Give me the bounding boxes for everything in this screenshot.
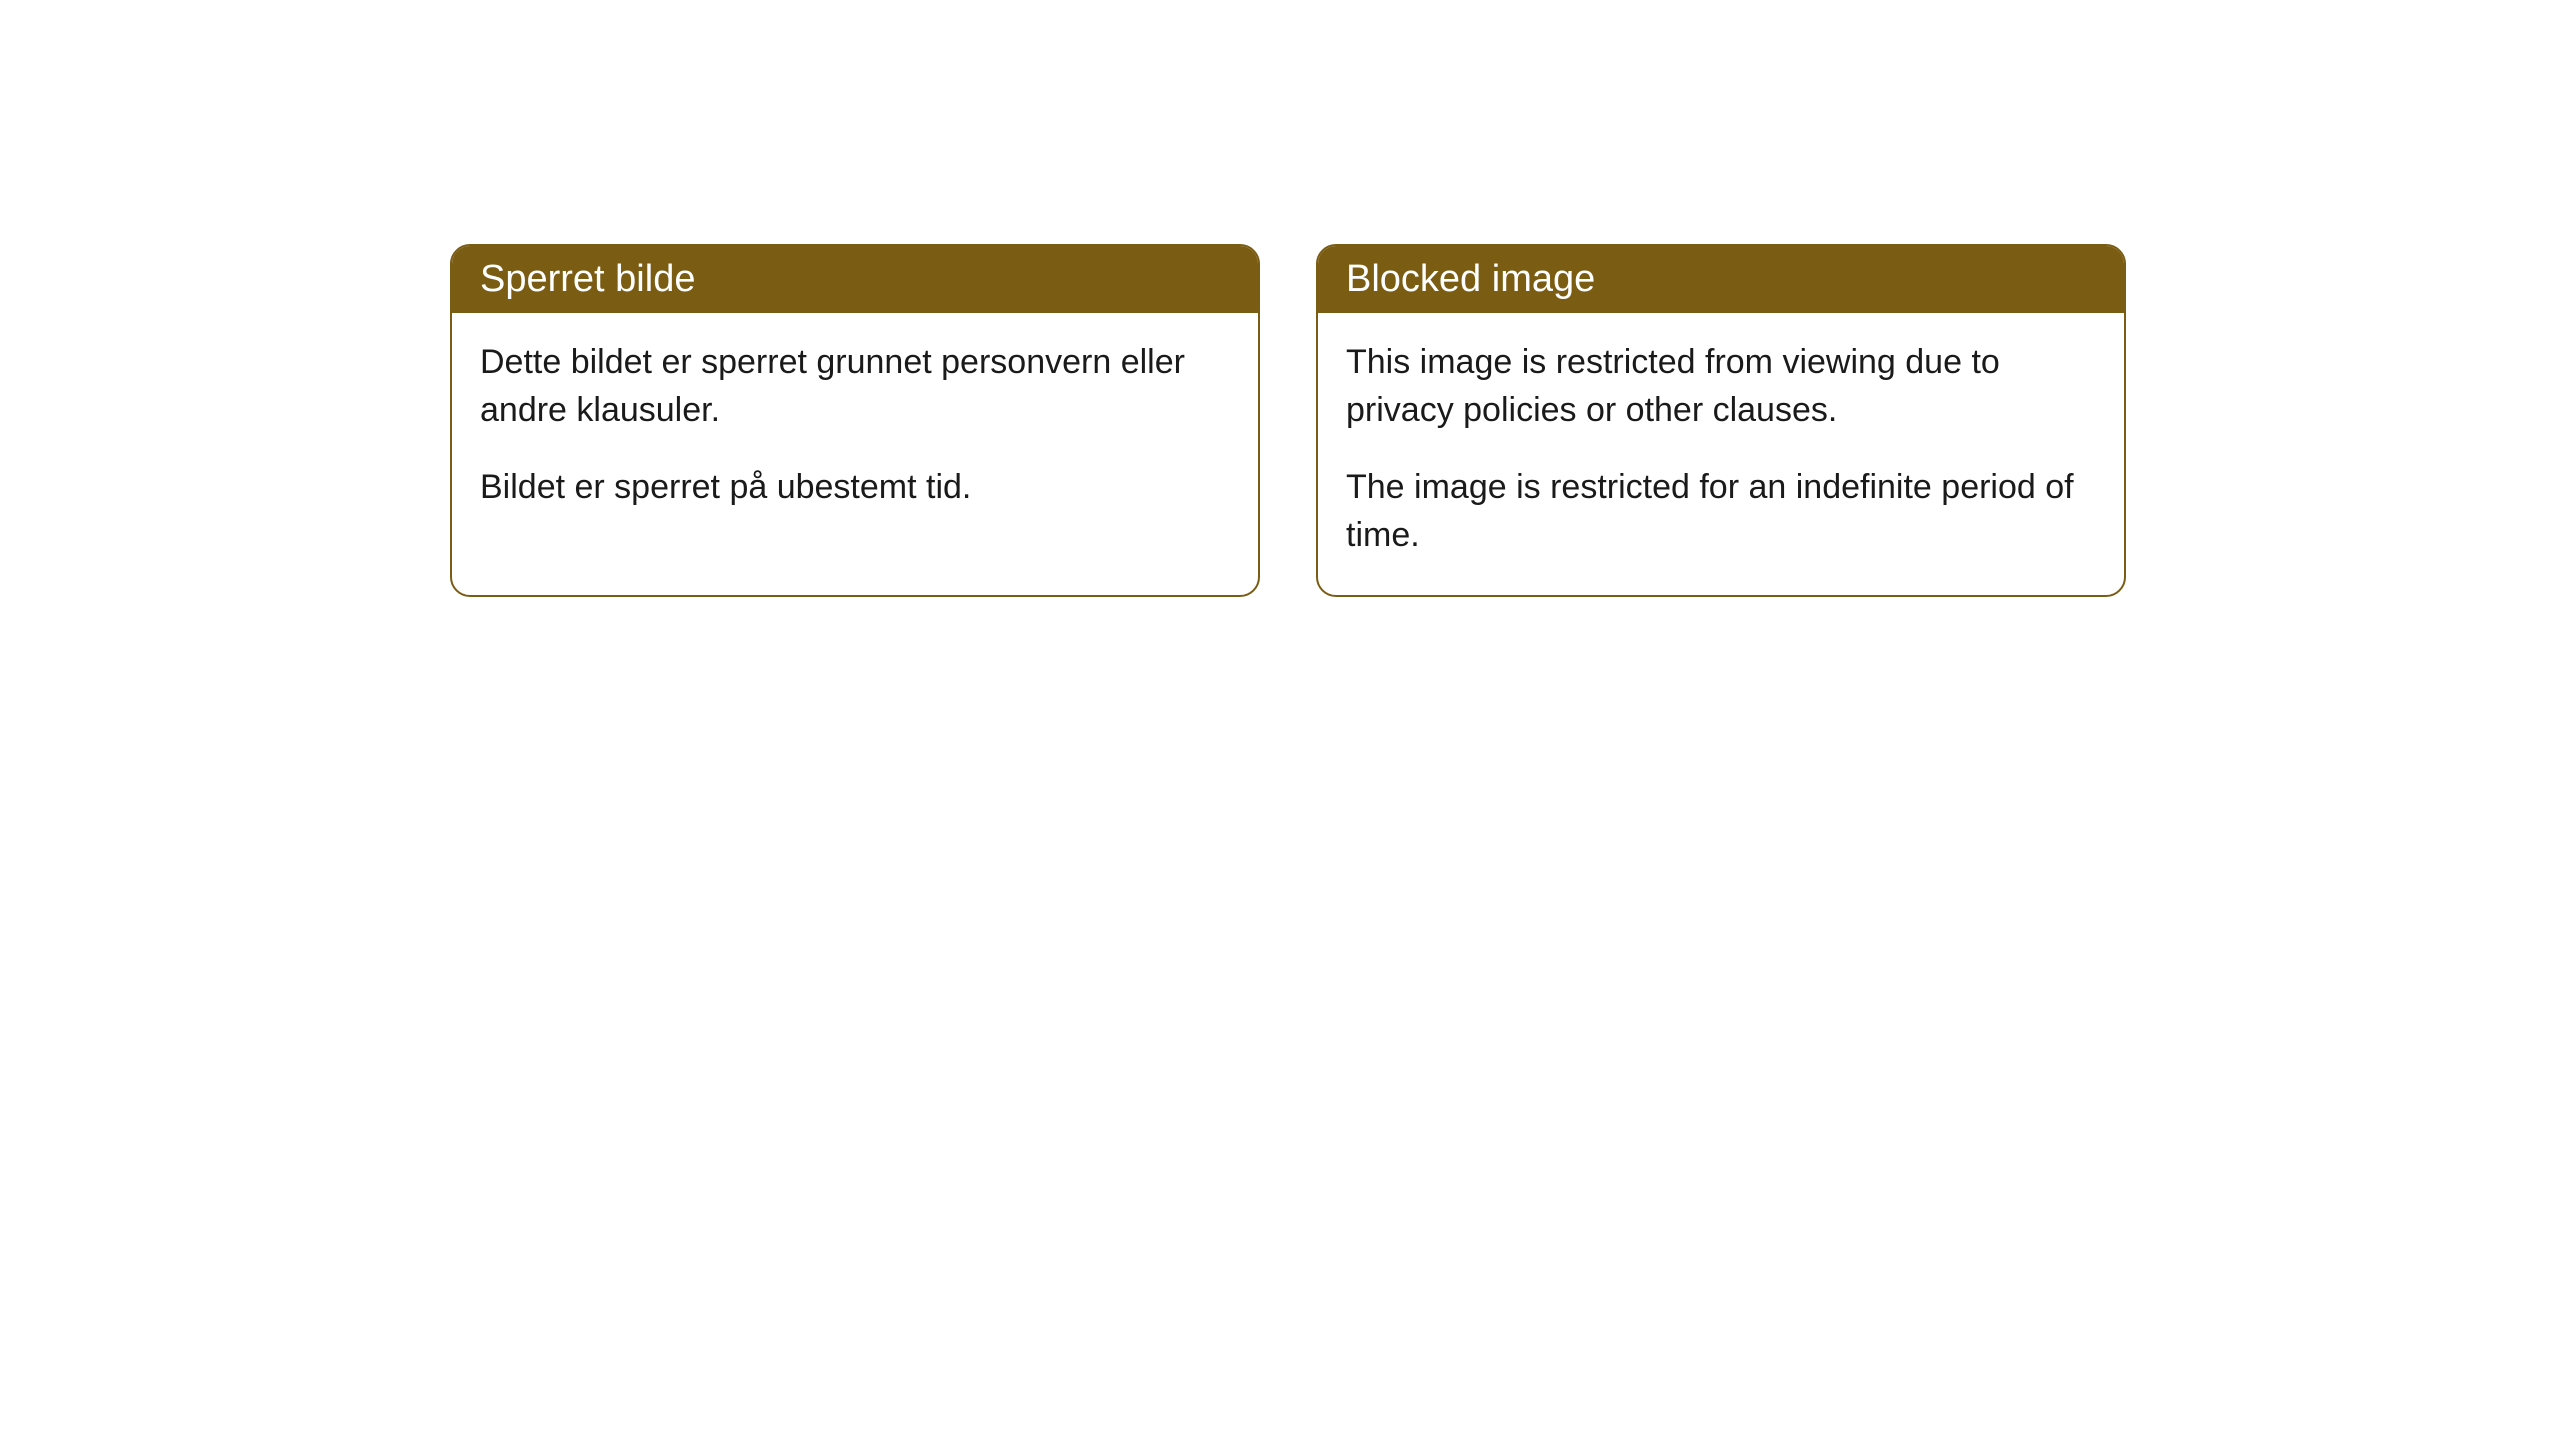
card-body: Dette bildet er sperret grunnet personve…: [452, 313, 1258, 548]
card-header: Blocked image: [1318, 246, 2124, 313]
card-body: This image is restricted from viewing du…: [1318, 313, 2124, 595]
notice-card-norwegian: Sperret bilde Dette bildet er sperret gr…: [450, 244, 1260, 597]
card-paragraph-1: Dette bildet er sperret grunnet personve…: [480, 339, 1230, 434]
card-paragraph-1: This image is restricted from viewing du…: [1346, 339, 2096, 434]
card-paragraph-2: The image is restricted for an indefinit…: [1346, 464, 2096, 559]
notice-cards-container: Sperret bilde Dette bildet er sperret gr…: [450, 244, 2126, 597]
card-paragraph-2: Bildet er sperret på ubestemt tid.: [480, 464, 1230, 512]
card-title: Blocked image: [1346, 258, 1595, 300]
card-header: Sperret bilde: [452, 246, 1258, 313]
card-title: Sperret bilde: [480, 258, 695, 300]
notice-card-english: Blocked image This image is restricted f…: [1316, 244, 2126, 597]
